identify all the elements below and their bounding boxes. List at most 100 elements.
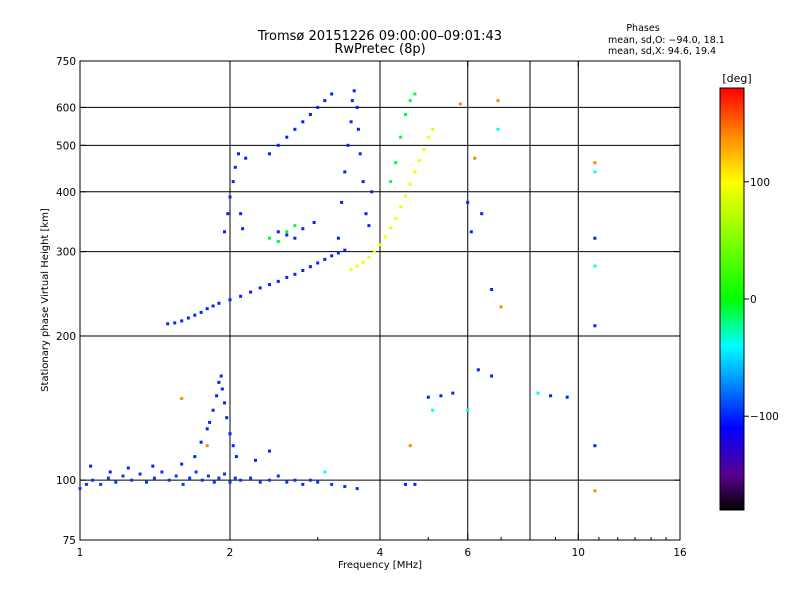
data-point (211, 408, 215, 412)
data-point (228, 480, 232, 484)
x-tick-label: 10 (572, 547, 585, 559)
chart-title: Tromsø 20151226 09:00:00–09:01:43 (257, 29, 502, 44)
data-point (228, 432, 232, 436)
data-point (361, 180, 365, 184)
data-point (413, 482, 417, 486)
data-point (244, 156, 248, 160)
x-tick-label: 6 (464, 547, 471, 559)
x-axis-ticks: 1 2 4 6 10 16 (77, 61, 687, 559)
colorbar (719, 87, 745, 511)
data-point (293, 127, 297, 131)
y-tick-label: 600 (56, 102, 76, 114)
data-point (268, 283, 271, 287)
data-point (394, 216, 398, 220)
data-point (367, 255, 371, 259)
x-tick-label: 16 (673, 547, 687, 559)
data-point (316, 261, 320, 265)
data-point (217, 301, 221, 305)
y-tick-label: 200 (56, 331, 76, 343)
data-point (249, 476, 253, 480)
data-point (293, 272, 297, 276)
data-point (490, 374, 494, 378)
x-tick-label: 1 (77, 547, 84, 559)
data-point (293, 478, 297, 482)
data-point (108, 470, 112, 474)
data-point (480, 212, 484, 216)
data-point (343, 485, 347, 488)
data-point (343, 170, 347, 174)
chart-subtitle: RwPretec (8p) (334, 42, 425, 57)
data-point (167, 478, 171, 482)
data-point (78, 487, 82, 491)
data-point (549, 394, 553, 398)
data-point (593, 161, 597, 165)
data-point (237, 152, 240, 156)
y-axis-label: Stationary phase Virtual Height [km] (40, 208, 51, 392)
data-point (593, 264, 597, 268)
data-point (330, 254, 334, 258)
data-point (212, 480, 216, 484)
data-point (186, 316, 190, 320)
data-point (308, 265, 312, 269)
data-point (215, 394, 219, 398)
data-point (330, 92, 334, 96)
data-point (99, 482, 103, 486)
grid-lines (80, 61, 680, 540)
data-point (200, 478, 204, 482)
data-point (323, 257, 327, 261)
legend-title: Phases (626, 23, 659, 34)
data-point (312, 221, 316, 224)
y-tick-label: 300 (56, 247, 76, 259)
data-point (121, 474, 125, 478)
data-point (239, 212, 243, 216)
data-point (223, 472, 226, 476)
data-point (301, 227, 305, 231)
y-tick-label: 500 (56, 140, 76, 152)
data-point (258, 480, 262, 484)
data-point (145, 480, 148, 484)
data-point (316, 480, 320, 484)
data-point (343, 248, 347, 252)
data-point (308, 113, 312, 116)
data-point (152, 476, 156, 480)
x-tick-label: 2 (227, 547, 234, 559)
data-point (593, 444, 597, 448)
data-point (490, 288, 494, 291)
data-point (166, 322, 170, 326)
data-point (188, 476, 192, 480)
data-point (383, 235, 387, 239)
data-point (340, 200, 344, 204)
data-point (404, 113, 407, 116)
data-point (217, 476, 221, 480)
data-point (205, 444, 209, 448)
data-point (258, 286, 262, 290)
data-point (301, 120, 305, 124)
data-point (239, 294, 243, 298)
data-point (223, 230, 226, 234)
data-point (199, 310, 203, 314)
data-point (126, 466, 130, 470)
data-point (174, 474, 178, 478)
data-point (426, 135, 430, 139)
data-point (394, 161, 398, 165)
data-point (404, 482, 407, 486)
y-tick-label: 400 (56, 187, 76, 199)
data-point (496, 99, 500, 103)
data-point (378, 243, 382, 247)
data-point (408, 99, 412, 103)
data-point (268, 236, 271, 240)
data-point (233, 476, 237, 480)
data-point (439, 394, 443, 398)
data-point (228, 298, 232, 302)
data-point (285, 230, 289, 234)
data-point (160, 470, 164, 474)
data-point (234, 455, 238, 459)
data-point (173, 321, 177, 325)
data-point (361, 260, 365, 264)
data-point (276, 240, 280, 243)
data-point (211, 304, 215, 308)
data-point (180, 462, 184, 466)
data-point (458, 102, 462, 106)
data-point (130, 478, 134, 482)
